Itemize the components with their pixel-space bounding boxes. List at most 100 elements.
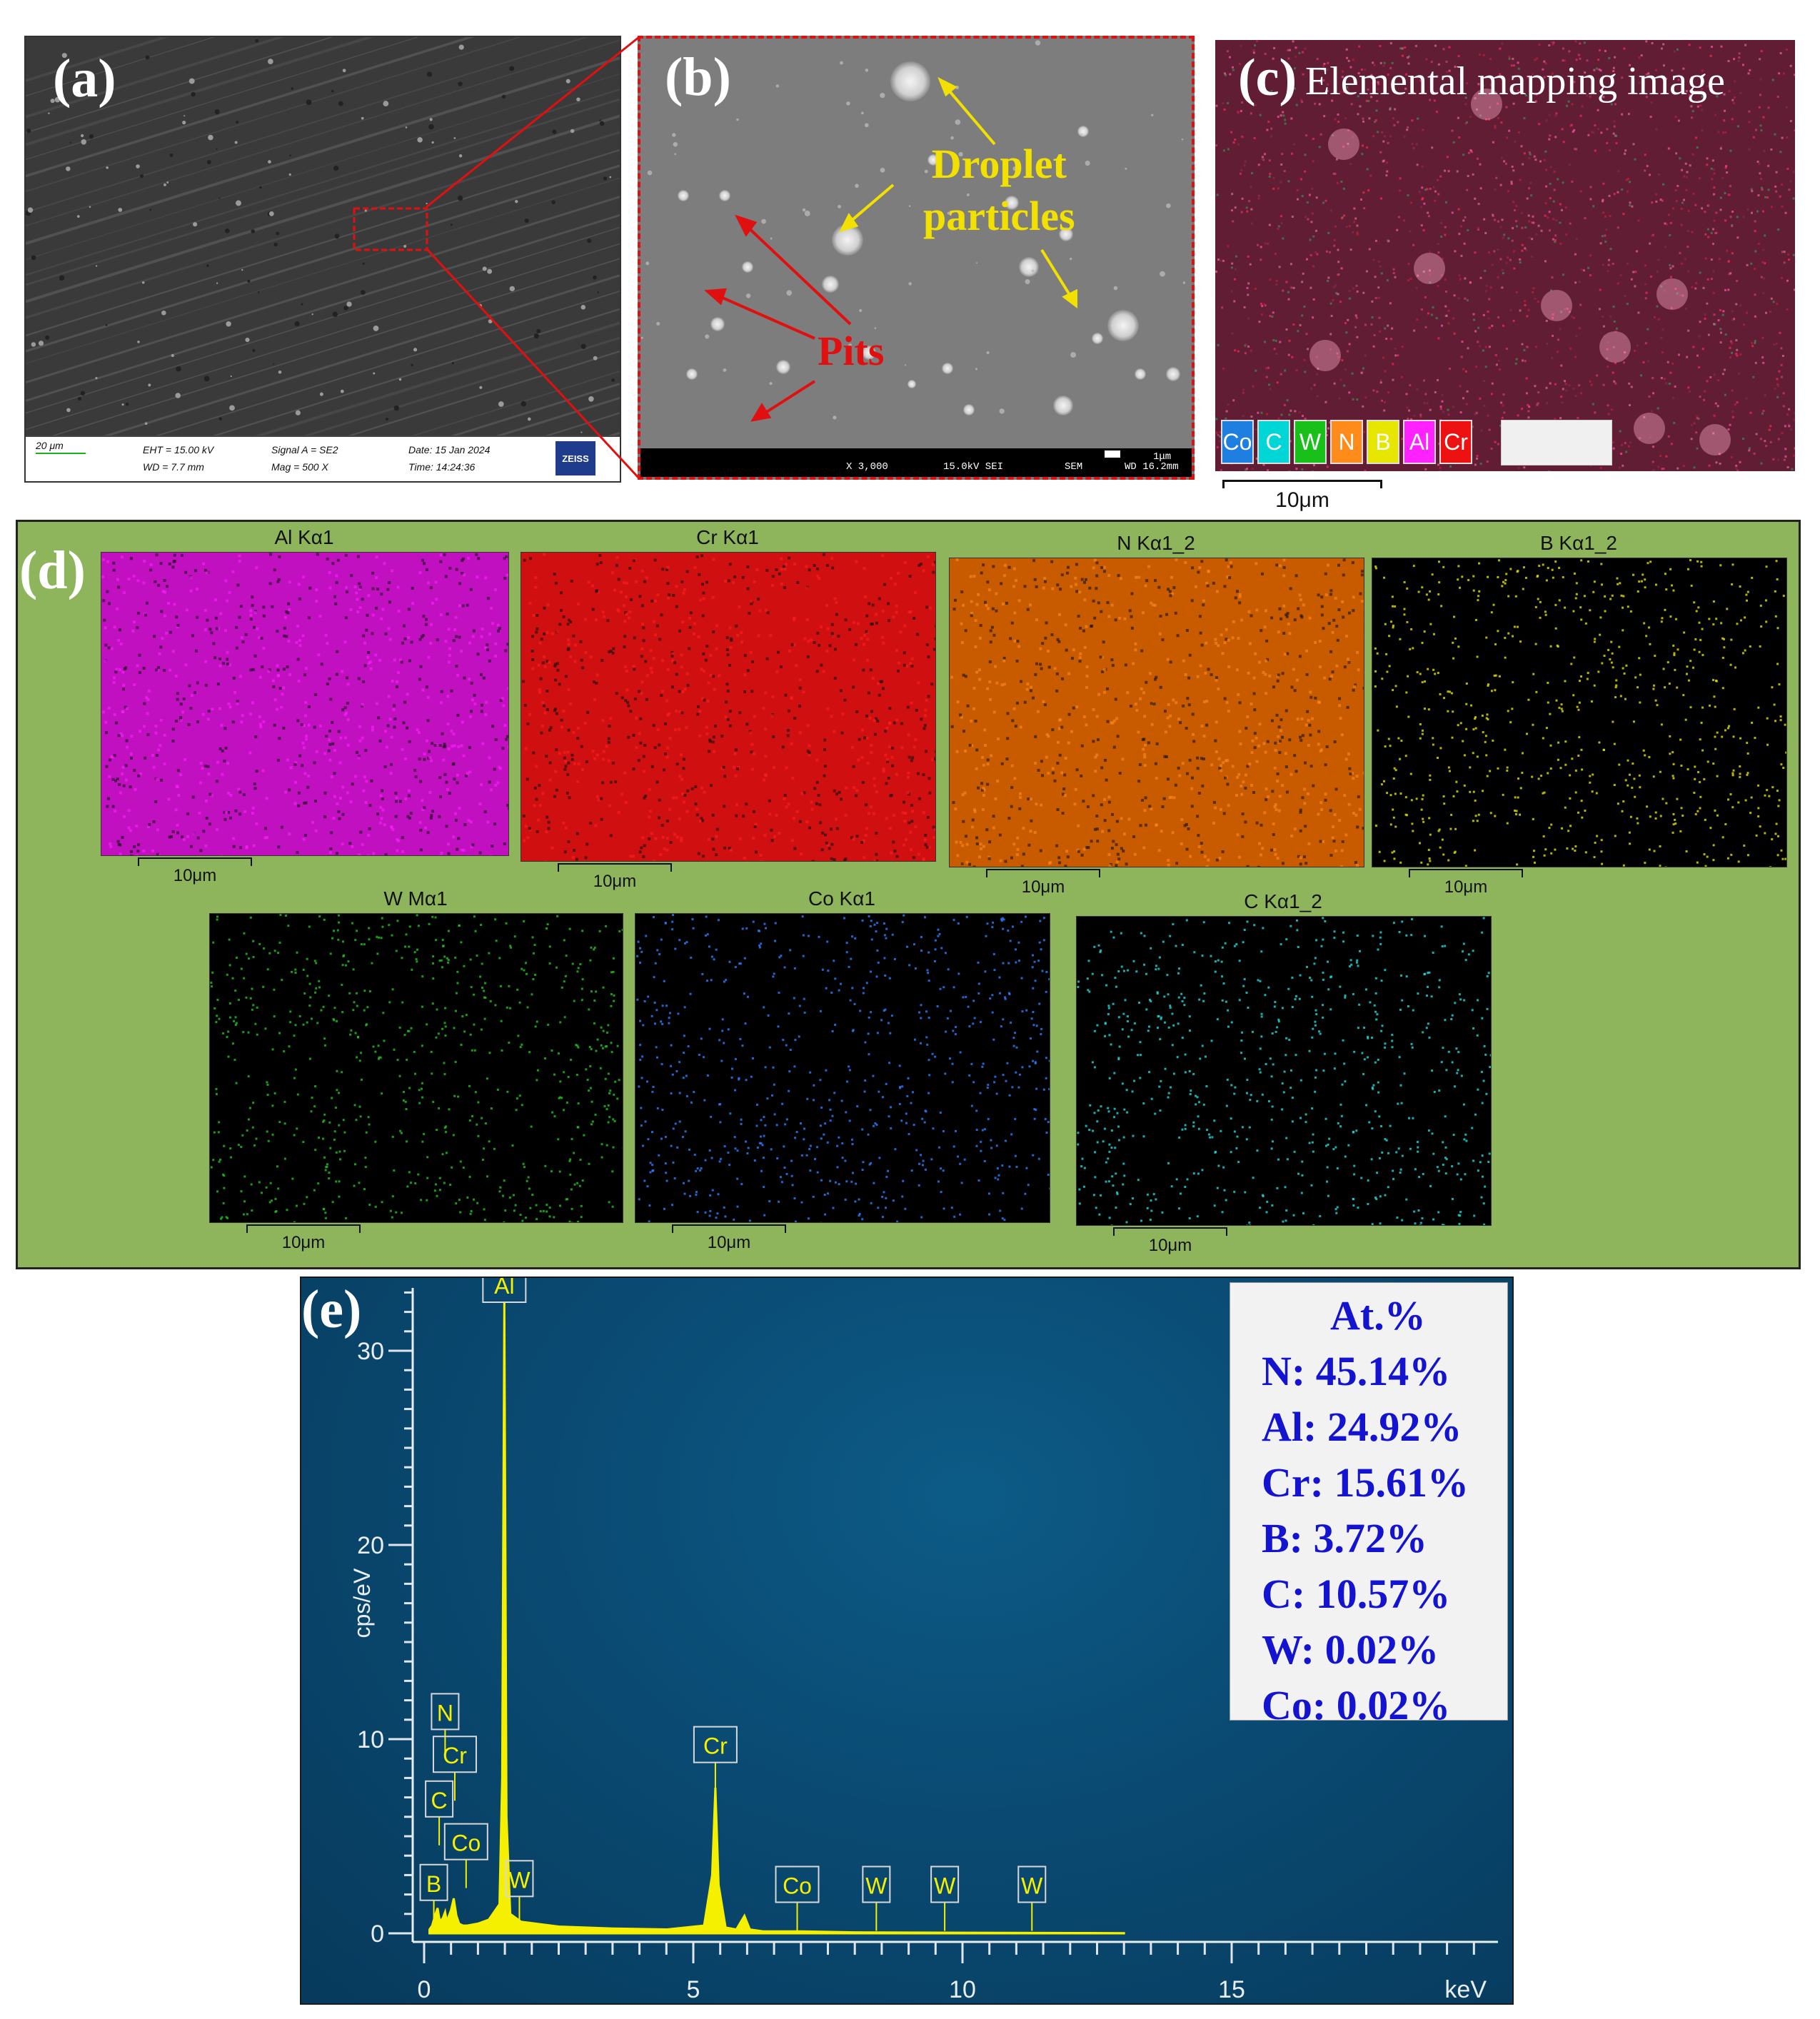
map-pixel <box>151 849 155 852</box>
map-pixel <box>693 622 697 625</box>
map-pixel <box>1713 219 1716 222</box>
map-pixel <box>738 837 742 840</box>
map-pixel <box>1380 399 1383 402</box>
map-pixel <box>833 857 836 861</box>
map-pixel <box>1586 94 1589 97</box>
map-pixel <box>1255 457 1258 460</box>
map-pixel <box>396 685 399 688</box>
map-pixel <box>1379 381 1382 384</box>
map-pixel <box>388 638 392 641</box>
map-pixel <box>725 700 728 704</box>
map-pixel <box>338 796 342 800</box>
map-pixel <box>1421 166 1424 168</box>
surface-particle <box>1080 133 1083 136</box>
map-pixel <box>798 686 802 690</box>
map-pixel <box>1528 220 1531 223</box>
map-pixel <box>1289 409 1292 412</box>
map-pixel <box>1673 421 1676 424</box>
map-pixel <box>1737 372 1740 375</box>
map-pixel <box>638 690 641 693</box>
map-pixel <box>1163 710 1167 713</box>
map-pixel <box>494 738 498 742</box>
surface-particle <box>576 97 580 102</box>
map-pixel <box>656 728 660 732</box>
map-pixel <box>783 794 787 797</box>
map-pixel <box>1731 252 1734 255</box>
map-pixel <box>783 797 786 800</box>
map-pixel <box>1604 610 1607 613</box>
map-pixel <box>830 857 833 860</box>
map-pixel <box>1609 315 1612 318</box>
map-pixel <box>1338 818 1342 822</box>
map-pixel <box>805 586 809 590</box>
map-pixel <box>1357 113 1359 116</box>
map-pixel <box>1686 768 1689 771</box>
map-pixel <box>795 810 799 813</box>
map-pixel <box>249 618 253 621</box>
map-pixel <box>210 794 213 797</box>
map-pixel <box>1736 354 1739 357</box>
map-pixel <box>1264 750 1267 754</box>
map-pixel <box>1142 737 1146 741</box>
map-pixel <box>607 737 610 740</box>
map-pixel <box>1764 262 1766 265</box>
map-pixel <box>798 731 802 735</box>
map-pixel <box>1266 413 1269 416</box>
map-pixel <box>1016 847 1020 851</box>
map-pixel <box>1379 265 1382 268</box>
map-pixel <box>1540 229 1543 232</box>
map-pixel <box>1667 213 1670 216</box>
map-pixel <box>1501 218 1504 221</box>
map-pixel <box>792 817 795 820</box>
map-pixel <box>1644 169 1646 172</box>
map-pixel <box>1574 356 1577 358</box>
map-pixel <box>1255 428 1257 431</box>
map-pixel <box>358 853 361 855</box>
map-pixel <box>1298 593 1302 597</box>
map-pixel <box>884 753 888 757</box>
map-pixel <box>443 553 446 556</box>
map-pixel <box>1045 621 1048 625</box>
map-pixel <box>1020 865 1024 867</box>
map-pixel <box>1706 228 1709 231</box>
map-pixel <box>863 643 866 646</box>
map-pixel <box>1759 124 1762 127</box>
map-pixel <box>925 750 928 753</box>
map-pixel <box>745 722 749 726</box>
map-pixel <box>888 827 892 830</box>
map-pixel <box>1442 411 1445 413</box>
map-pixel <box>554 770 558 773</box>
map-pixel <box>1311 212 1314 215</box>
map-pixel <box>318 724 322 727</box>
map-pixel <box>1251 739 1255 742</box>
surface-particle <box>723 368 727 372</box>
map-pixel <box>1368 117 1371 120</box>
map-pixel <box>620 792 623 796</box>
map-pixel <box>1730 340 1733 343</box>
map-pixel <box>218 658 221 661</box>
map-pixel <box>1272 832 1275 836</box>
map-pixel <box>453 628 457 632</box>
map-pixel <box>799 852 803 856</box>
map-pixel <box>1783 261 1786 264</box>
map-pixel <box>1554 136 1557 139</box>
surface-particle <box>413 348 418 352</box>
map-pixel <box>1754 293 1756 296</box>
map-pixel <box>193 691 197 695</box>
map-pixel <box>1528 157 1531 160</box>
map-pixel <box>423 757 426 761</box>
map-pixel <box>366 613 369 617</box>
map-pixel <box>1000 762 1004 765</box>
surface-scratch <box>26 37 333 134</box>
map-pixel <box>1692 192 1695 195</box>
map-pixel <box>682 767 685 770</box>
map-pixel <box>1491 324 1494 327</box>
map-pixel <box>195 588 198 591</box>
map-pixel <box>798 820 802 823</box>
map-pixel <box>283 634 286 638</box>
map-pixel <box>931 757 935 761</box>
map-pixel <box>196 615 199 619</box>
map-pixel <box>1754 268 1756 271</box>
map-pixel <box>1477 326 1480 329</box>
map-pixel <box>669 840 673 844</box>
